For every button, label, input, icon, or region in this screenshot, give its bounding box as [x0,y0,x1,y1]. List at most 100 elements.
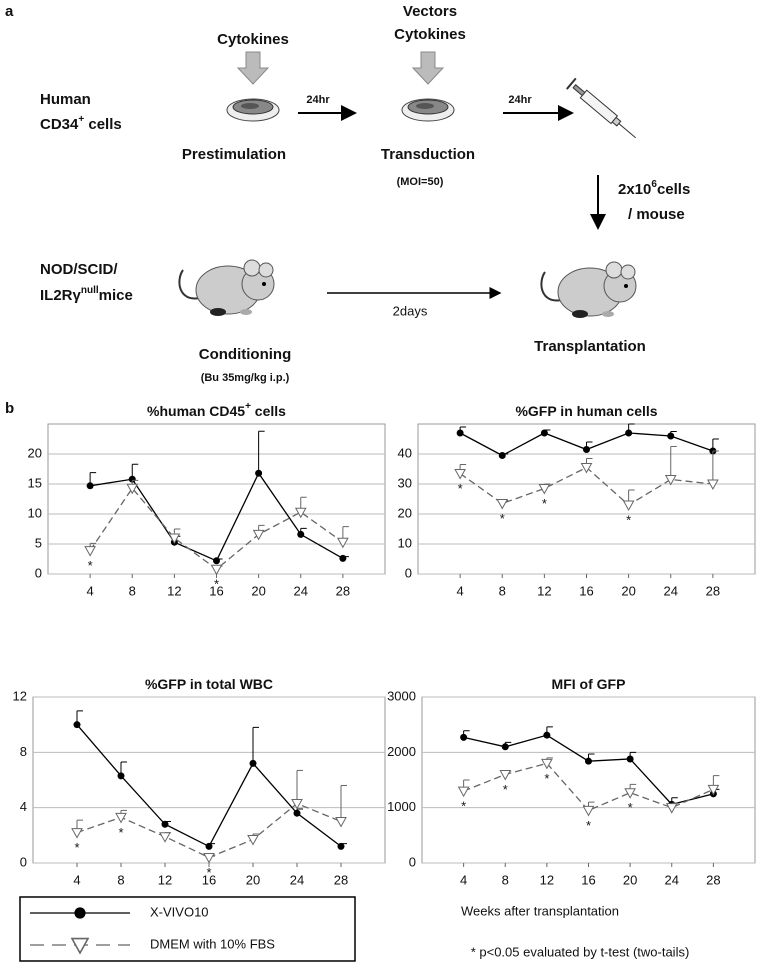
block-arrow [411,51,445,85]
x-tick-label: 12 [537,583,551,598]
significance-marker: * [74,840,79,855]
x-tick-label: 8 [117,872,124,887]
title-part: cells [251,403,286,419]
x-tick-label: 20 [623,872,637,887]
y-tick-label: 15 [28,475,42,490]
chart-title: MFI of GFP [552,676,626,692]
marker [203,852,215,864]
significance-marker: * [544,771,549,786]
marker [293,809,301,817]
x-tick-label: 16 [581,872,595,887]
marker [210,564,223,576]
title-part: MFI of GFP [552,676,626,692]
series-line [463,734,714,806]
marker [456,429,464,437]
marker [583,446,590,453]
chart-title: %GFP in total WBC [145,676,273,692]
marker [624,788,636,799]
marker [664,475,677,486]
y-tick-label: 8 [20,744,27,759]
label: Transplantation [534,338,646,355]
plot-frame [421,696,756,864]
significance-marker: * [586,818,591,833]
marker [665,803,678,814]
x-tick-label: 16 [579,583,593,598]
x-tick-label: 28 [336,583,350,598]
marker [205,842,213,850]
mouse [540,261,637,318]
marker [70,937,90,955]
y-tick-label: 2000 [387,744,416,759]
chart-title: %human CD45+ cells [147,401,286,419]
error-bar [258,430,265,474]
label: Human [40,91,91,108]
superscript: null [81,285,99,296]
x-tick-label: 16 [202,872,216,887]
error-bar [340,785,347,822]
error-bar [670,446,677,480]
superscript: 6 [651,179,657,190]
series-line [76,724,342,848]
error-bar [252,726,259,764]
legend-box [19,896,356,962]
y-tick-label: 12 [13,688,27,703]
significance-marker: * [206,865,211,880]
marker [291,799,303,810]
x-tick-label: 8 [499,583,506,598]
y-tick-label: 3000 [387,688,416,703]
marker [501,743,509,751]
chart-title: %GFP in human cells [515,403,657,419]
marker [213,557,220,565]
marker [71,828,83,839]
panel-label: b [5,400,14,417]
marker [86,482,94,490]
label: / mouse [628,206,685,223]
mouse [178,259,275,316]
marker [541,758,553,770]
error-bar [296,769,303,804]
panel-a: a Cytokines Vectors Cytokines Human CD34… [5,3,690,384]
x-tick-label: 20 [621,583,635,598]
x-tick-label: 24 [664,583,678,598]
plot-frame [47,423,386,575]
marker [625,429,633,437]
marker [339,554,347,562]
marker [74,907,86,919]
y-tick-label: 0 [405,565,412,580]
dish [401,98,455,122]
y-tick-label: 20 [398,505,412,520]
label: 2x106cells [618,179,690,198]
label-part: CD34 [40,116,79,133]
marker [460,733,468,741]
legend-label: X-VIVO10 [150,904,209,919]
marker [580,463,593,474]
block-arrow [236,51,270,85]
marker [252,529,265,541]
label: Vectors [403,3,457,20]
marker [115,812,127,824]
marker [73,721,81,729]
marker [126,483,139,495]
significance-marker: * [503,782,508,797]
marker [297,530,305,538]
x-tick-label: 28 [334,872,348,887]
significance-marker: * [542,496,547,511]
footnote: * p<0.05 evaluated by t-test (two-tails) [471,944,690,959]
y-tick-label: 30 [398,475,412,490]
x-tick-label: 16 [209,583,223,598]
marker [543,731,551,739]
label: Cytokines [394,26,466,43]
title-part: %GFP in human cells [515,403,657,419]
marker [161,820,169,828]
label: IL2Rγnullmice [40,285,133,304]
x-tick-label: 12 [167,583,181,598]
label: (MOI=50) [397,176,444,188]
label: Cytokines [217,31,289,48]
y-tick-label: 0 [409,854,416,869]
marker [159,832,171,843]
label: 24hr [306,94,330,106]
marker [582,805,595,817]
plot-frame [32,696,386,864]
